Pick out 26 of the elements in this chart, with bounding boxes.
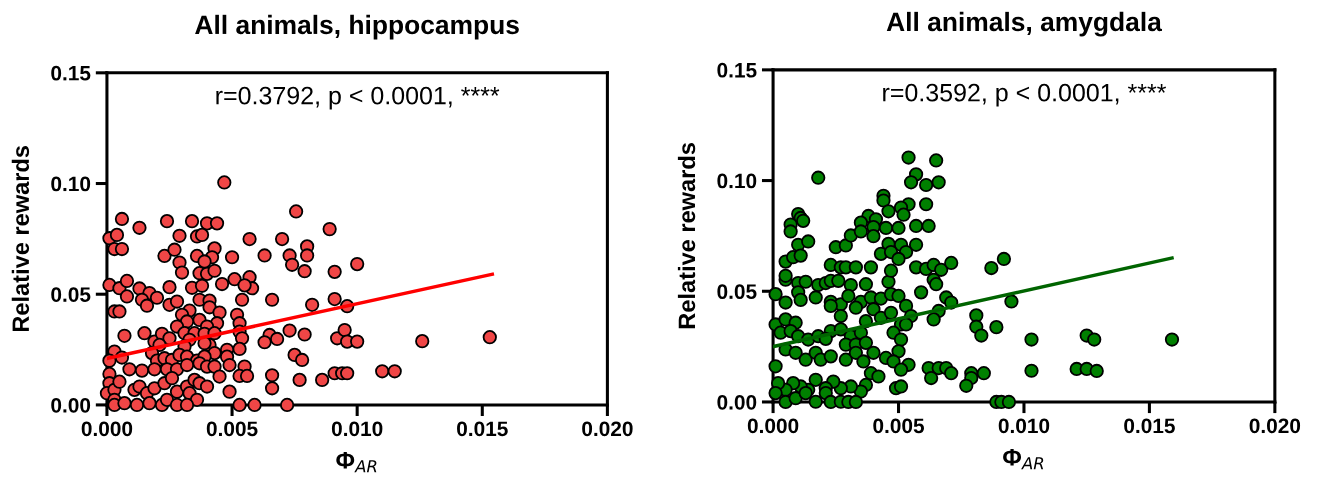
x-tick-label: 0.005 <box>206 421 258 437</box>
x-tick-label: 0.000 <box>81 421 133 437</box>
chart-title: All animals, hippocampus <box>195 14 519 40</box>
y-tick-label: 0.00 <box>51 397 91 413</box>
x-tick-label: 0.015 <box>1124 418 1175 434</box>
y-axis-title: Relative rewards <box>677 143 696 329</box>
chart-title: All animals, amygdala <box>886 11 1163 37</box>
y-tick-label: 0.05 <box>51 287 91 302</box>
x-tick-label: 0.005 <box>873 418 925 434</box>
annotation: r=0.3792, p < 0.0001, **** <box>216 86 500 110</box>
y-axis-title: Relative rewards <box>11 145 30 332</box>
y-tick-label: 0.15 <box>51 65 91 81</box>
y-tick-label: 0.10 <box>717 173 757 189</box>
x-axis-title: Φ$_{AR}$ <box>336 452 377 473</box>
x-axis-title: Φ$_{AR}$ <box>1003 449 1044 470</box>
y-tick-label: 0.00 <box>717 394 757 410</box>
x-tick-label: 0.010 <box>998 418 1050 434</box>
y-tick-label: 0.10 <box>51 176 91 192</box>
x-tick-label: 0.015 <box>457 421 508 437</box>
annotation: r=0.3592, p < 0.0001, **** <box>883 83 1167 107</box>
y-tick-label: 0.15 <box>717 62 757 78</box>
x-tick-label: 0.010 <box>331 421 383 437</box>
x-tick-label: 0.000 <box>747 418 799 434</box>
y-tick-label: 0.05 <box>717 284 757 300</box>
x-tick-label: 0.020 <box>582 421 633 437</box>
x-tick-label: 0.020 <box>1249 418 1301 434</box>
